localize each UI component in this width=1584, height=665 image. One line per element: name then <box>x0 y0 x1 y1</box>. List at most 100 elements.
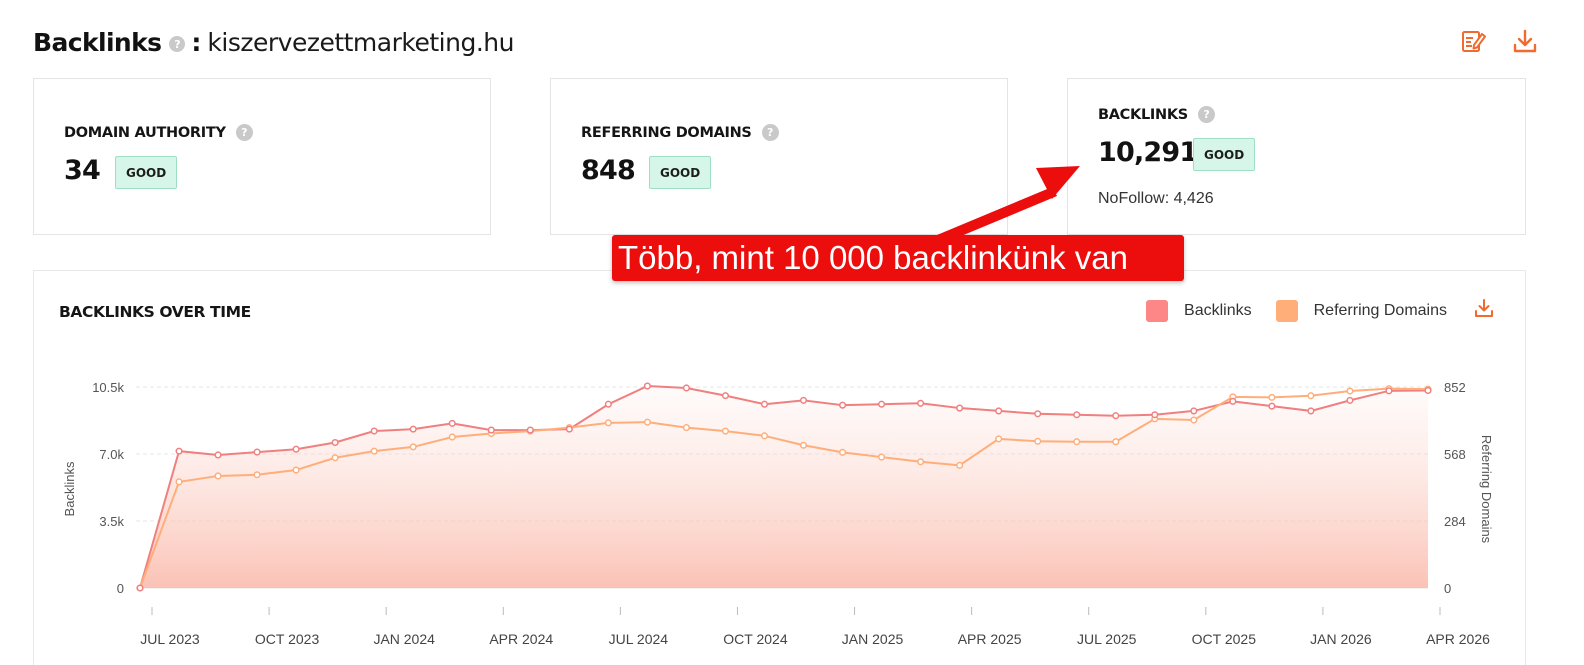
help-icon[interactable]: ? <box>169 36 186 52</box>
backlinks-point[interactable] <box>760 400 769 408</box>
legend-item-backlinks[interactable]: Backlinks <box>1146 300 1252 322</box>
backlinks-point[interactable] <box>409 425 417 433</box>
domain-name: kiszervezettmarketing.hu <box>207 27 514 57</box>
backlinks-point[interactable] <box>1385 387 1393 395</box>
referring-domains-point[interactable] <box>370 447 378 455</box>
download-icon[interactable] <box>1474 298 1494 318</box>
top-actions <box>1460 28 1538 54</box>
referring-domains-point[interactable] <box>643 418 651 426</box>
referring-domains-point[interactable] <box>331 454 339 462</box>
referring-domains-point[interactable] <box>253 471 261 479</box>
referring-domains-point[interactable] <box>1190 416 1198 424</box>
referring-domains-point[interactable] <box>175 478 183 486</box>
help-icon[interactable]: ? <box>761 124 779 141</box>
referring-domains-point[interactable] <box>409 443 417 451</box>
referring-domains-point[interactable] <box>917 458 925 466</box>
backlinks-point[interactable] <box>721 392 730 400</box>
backlinks-point[interactable] <box>526 426 534 434</box>
help-icon[interactable]: ? <box>1197 106 1215 123</box>
backlinks-point[interactable] <box>917 399 925 407</box>
referring-domains-point[interactable] <box>1073 438 1081 446</box>
help-icon[interactable]: ? <box>235 124 253 141</box>
y2-tick-label: 0 <box>1444 581 1451 596</box>
backlinks-point[interactable] <box>136 584 144 592</box>
referring-domains-point[interactable] <box>995 435 1003 443</box>
backlinks-point[interactable] <box>604 400 612 408</box>
referring-domains-line <box>139 387 1429 589</box>
backlinks-point[interactable] <box>838 401 847 409</box>
y-tick-label: 3.5k <box>99 514 124 529</box>
referring-domains-point[interactable] <box>1112 438 1120 446</box>
page-header: Backlinks ? : kiszervezettmarketing.hu <box>33 22 514 62</box>
backlinks-point[interactable] <box>1307 407 1315 415</box>
referring-domains-point[interactable] <box>214 472 222 480</box>
backlinks-point[interactable] <box>253 448 261 456</box>
legend-item-referring-domains[interactable]: Referring Domains <box>1275 300 1447 322</box>
edit-report-icon[interactable] <box>1460 28 1486 54</box>
page-title: Backlinks <box>33 27 162 57</box>
backlinks-point[interactable] <box>799 396 808 404</box>
nofollow-count: NoFollow: 4,426 <box>1098 190 1214 207</box>
referring-domains-point[interactable] <box>721 427 730 435</box>
x-tick-label: JAN 2025 <box>842 631 904 647</box>
domain-authority-card: DOMAIN AUTHORITY ? 34 GOOD <box>33 78 491 235</box>
backlinks-point[interactable] <box>331 438 339 447</box>
referring-domains-point[interactable] <box>1268 393 1276 401</box>
backlinks-point[interactable] <box>1151 411 1159 419</box>
backlinks-point[interactable] <box>292 445 300 453</box>
referring-domains-point[interactable] <box>878 453 886 461</box>
referring-domains-point[interactable] <box>799 441 808 449</box>
y2-tick-label: 284 <box>1444 514 1466 529</box>
domain-authority-value: 34 <box>64 155 101 186</box>
y2-tick-label: 568 <box>1444 447 1466 462</box>
y-tick-label: 7.0k <box>99 447 124 462</box>
backlinks-point[interactable] <box>995 407 1003 415</box>
backlinks-point[interactable] <box>1268 402 1276 410</box>
backlinks-point[interactable] <box>565 425 573 433</box>
backlinks-point[interactable] <box>956 404 964 412</box>
x-tick-label: JUL 2025 <box>1077 631 1137 647</box>
backlinks-point[interactable] <box>878 400 886 408</box>
backlinks-area <box>140 386 1428 588</box>
referring-domains-point[interactable] <box>448 433 456 441</box>
legend-label: Backlinks <box>1184 302 1252 319</box>
backlinks-point[interactable] <box>1424 386 1432 394</box>
backlinks-point[interactable] <box>214 451 222 459</box>
y-tick-label: 0 <box>117 581 124 596</box>
backlinks-point[interactable] <box>1073 411 1081 419</box>
referring-domains-label: REFERRING DOMAINS <box>581 124 752 141</box>
backlinks-point[interactable] <box>682 384 690 392</box>
backlinks-point[interactable] <box>1190 407 1198 415</box>
backlinks-point[interactable] <box>1229 397 1237 405</box>
backlinks-point[interactable] <box>1112 412 1120 420</box>
title-separator: : <box>191 27 202 57</box>
referring-domains-point[interactable] <box>760 432 769 440</box>
referring-domains-point[interactable] <box>682 424 690 432</box>
backlinks-point[interactable] <box>1034 410 1042 418</box>
status-badge: GOOD <box>649 156 712 189</box>
backlinks-line <box>139 385 1429 589</box>
referring-domains-point[interactable] <box>956 461 964 469</box>
backlinks-point[interactable] <box>487 426 495 434</box>
domain-authority-label: DOMAIN AUTHORITY <box>64 124 226 141</box>
backlinks-point[interactable] <box>175 447 183 455</box>
referring-domains-point[interactable] <box>292 466 300 474</box>
referring-domains-point[interactable] <box>1346 387 1354 395</box>
backlinks-point[interactable] <box>1346 396 1354 404</box>
referring-domains-point[interactable] <box>1034 437 1042 445</box>
referring-domains-point[interactable] <box>1307 392 1315 400</box>
backlinks-point[interactable] <box>370 427 378 435</box>
callout-annotation: Több, mint 10 000 backlinkünk van <box>612 235 1184 281</box>
legend-swatch <box>1275 300 1298 322</box>
backlinks-point[interactable] <box>643 382 651 390</box>
download-icon[interactable] <box>1512 28 1538 54</box>
y-axis-label: Backlinks <box>62 461 77 516</box>
referring-domains-point[interactable] <box>604 419 612 427</box>
x-tick-label: APR 2024 <box>489 631 553 647</box>
referring-domains-point[interactable] <box>838 448 847 456</box>
x-tick-label: JAN 2024 <box>373 631 435 647</box>
x-tick-label: JUL 2024 <box>609 631 669 647</box>
backlinks-point[interactable] <box>448 419 456 427</box>
y2-tick-label: 852 <box>1444 380 1466 395</box>
